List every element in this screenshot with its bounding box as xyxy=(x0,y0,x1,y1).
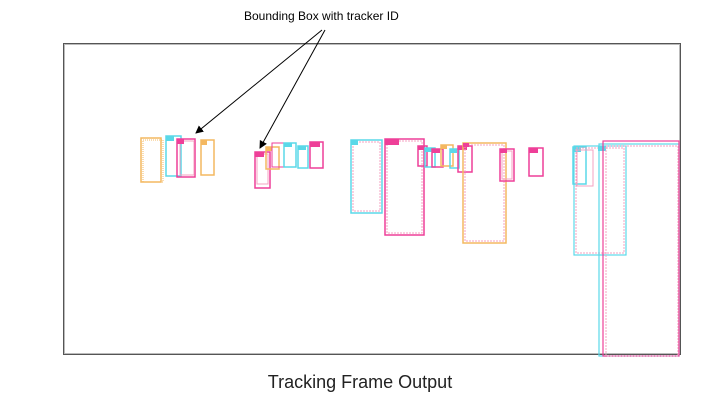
bbox xyxy=(598,143,680,357)
bbox xyxy=(464,144,505,242)
tracker-id-tag xyxy=(418,146,425,150)
tracker-id-tag xyxy=(284,143,292,147)
tracker-id-tag xyxy=(298,146,306,150)
bbox xyxy=(576,149,594,187)
tracker-id-tag xyxy=(266,147,272,151)
tracker-id-tag xyxy=(450,149,457,153)
tracker-id-tag xyxy=(351,140,358,145)
tracker-id-tag xyxy=(432,149,440,153)
annotation-label: Bounding Box with tracker ID xyxy=(244,9,399,23)
bbox xyxy=(350,139,383,214)
annotation-arrow-right xyxy=(259,29,326,149)
bbox xyxy=(140,137,162,183)
tracker-id-tag xyxy=(385,139,399,145)
figure-caption: Tracking Frame Output xyxy=(267,372,453,392)
bbox xyxy=(605,145,679,357)
tracker-id-tag xyxy=(598,146,606,151)
bbox-group-left xyxy=(140,135,215,183)
bbox xyxy=(384,138,425,236)
bbox-group-middle-left xyxy=(254,141,324,189)
bbox xyxy=(200,139,215,176)
tracker-id-tag xyxy=(529,148,538,153)
bbox-group-right xyxy=(572,140,680,357)
tracker-id-tag xyxy=(177,139,184,144)
tracker-id-tag xyxy=(463,143,469,147)
bbox xyxy=(386,140,423,234)
bbox xyxy=(572,146,587,185)
tracker-id-tag xyxy=(166,136,174,141)
tracker-id-tag xyxy=(255,152,264,157)
video-frame xyxy=(63,43,681,355)
bbox xyxy=(575,147,625,254)
tracker-id-tag xyxy=(310,142,320,147)
bbox xyxy=(142,139,164,183)
bbox xyxy=(462,142,507,244)
bbox xyxy=(602,140,680,357)
tracker-id-tag xyxy=(441,145,447,149)
bbox xyxy=(176,138,196,178)
bbox xyxy=(352,141,381,212)
tracker-id-tag xyxy=(500,149,507,153)
bbox xyxy=(573,145,627,256)
bbox-group-middle xyxy=(350,138,544,244)
tracker-id-tag xyxy=(425,148,432,152)
bbox xyxy=(179,140,195,176)
tracker-id-tag xyxy=(201,140,207,145)
annotation-arrow-left xyxy=(195,29,323,134)
